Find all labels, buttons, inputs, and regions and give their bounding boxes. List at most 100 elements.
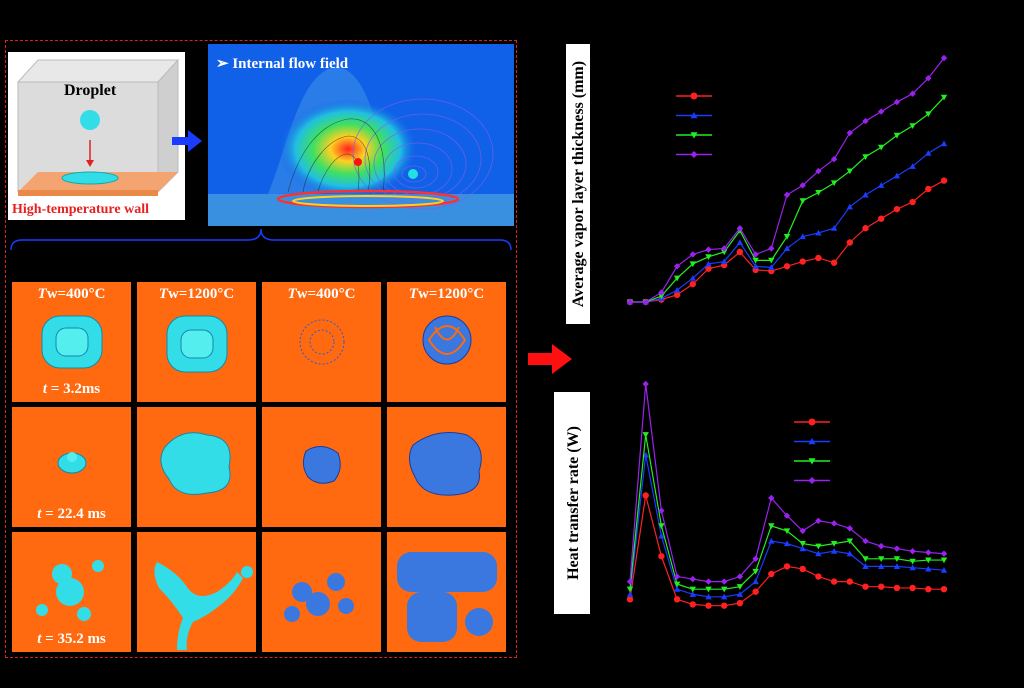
data-point xyxy=(673,275,681,282)
data-point xyxy=(799,541,806,547)
data-point xyxy=(925,150,932,156)
droplet-morphology xyxy=(302,446,341,484)
series-group xyxy=(626,54,948,306)
simulation-cell xyxy=(262,407,381,527)
data-point xyxy=(626,578,634,585)
data-point xyxy=(878,583,885,590)
data-point xyxy=(658,507,665,514)
data-point xyxy=(705,593,712,600)
droplet-sphere xyxy=(80,110,100,130)
data-point xyxy=(752,251,759,258)
time-value: = 22.4 ms xyxy=(41,506,106,522)
droplet-morphology xyxy=(36,560,104,621)
curly-brace-icon xyxy=(10,228,512,251)
data-point xyxy=(799,198,806,205)
temperature-value: w=1200°C xyxy=(167,286,235,302)
data-point xyxy=(878,108,885,115)
data-point xyxy=(846,168,853,175)
data-point xyxy=(768,245,775,252)
data-point xyxy=(909,584,916,592)
internal-flow-field-image: ➢ Internal flow field xyxy=(208,44,514,226)
data-point xyxy=(721,593,728,600)
data-point xyxy=(736,248,744,256)
data-point xyxy=(689,591,696,597)
data-point xyxy=(783,563,791,570)
data-point xyxy=(626,596,634,603)
data-point xyxy=(940,567,948,573)
data-point xyxy=(705,586,712,593)
data-point xyxy=(940,557,948,564)
data-point xyxy=(673,291,681,299)
row-label-time: t = 35.2 ms xyxy=(12,631,131,648)
data-point xyxy=(799,233,806,240)
y-axis-title: Heat transfer rate (W) xyxy=(565,426,582,580)
data-point xyxy=(925,586,932,593)
data-point xyxy=(736,584,744,590)
data-point xyxy=(893,556,901,562)
data-point xyxy=(721,249,728,256)
simulation-cell: Tw=400°C t = 3.2ms xyxy=(12,282,131,402)
data-point xyxy=(736,599,744,607)
flow-field-title: ➢ Internal flow field xyxy=(216,54,348,73)
data-point xyxy=(752,578,759,585)
data-point xyxy=(658,553,665,560)
schematic-drawing xyxy=(16,58,180,196)
row-label-time: t = 3.2ms xyxy=(12,381,131,398)
data-point xyxy=(768,570,775,578)
data-point xyxy=(862,563,869,569)
data-point xyxy=(736,239,744,246)
data-point xyxy=(690,151,698,158)
data-point xyxy=(830,520,838,527)
data-point xyxy=(658,293,665,300)
data-point xyxy=(909,548,916,555)
data-point xyxy=(878,144,885,151)
data-point xyxy=(752,568,759,575)
data-point xyxy=(752,257,759,264)
data-point xyxy=(673,581,681,588)
data-point xyxy=(925,557,932,564)
data-point xyxy=(909,558,916,565)
data-point xyxy=(752,588,759,595)
data-point xyxy=(689,274,696,281)
data-point xyxy=(642,380,649,388)
data-point xyxy=(909,90,916,97)
data-point xyxy=(705,246,712,253)
data-point xyxy=(909,123,916,130)
droplet-morphology xyxy=(57,452,87,474)
column-header-temperature: Tw=400°C xyxy=(12,286,131,303)
data-point xyxy=(940,586,948,593)
droplet-morphology xyxy=(166,315,228,373)
vapor-layer-thickness-chart: Average vapor layer thickness (mm) xyxy=(566,44,948,324)
data-point xyxy=(705,265,712,272)
data-point xyxy=(893,98,901,106)
data-point xyxy=(642,492,649,499)
data-point xyxy=(783,191,791,199)
data-point xyxy=(783,233,791,240)
data-point xyxy=(626,298,634,306)
y-axis-title-box xyxy=(554,392,590,614)
data-point xyxy=(893,132,901,139)
data-point xyxy=(909,198,916,206)
data-point xyxy=(673,596,681,603)
data-point xyxy=(815,543,822,550)
data-point xyxy=(893,563,901,569)
data-point xyxy=(736,225,744,232)
data-point xyxy=(830,259,838,266)
data-point xyxy=(862,537,869,545)
series-group xyxy=(626,380,948,609)
data-point xyxy=(846,578,853,585)
data-point xyxy=(768,523,775,530)
time-value: = 3.2ms xyxy=(47,381,101,397)
time-symbol: t xyxy=(37,631,42,647)
simulation-cell: Tw=1200°C xyxy=(137,282,256,402)
time-symbol: t xyxy=(37,506,42,522)
data-point xyxy=(925,185,932,193)
data-point xyxy=(721,586,728,593)
data-point xyxy=(752,263,759,269)
data-point xyxy=(893,584,901,592)
droplet-schematic: Droplet High-temperature wall xyxy=(8,52,185,220)
data-point xyxy=(815,167,822,175)
row-label-time: t = 22.4 ms xyxy=(12,506,131,523)
column-header-temperature: Tw=1200°C xyxy=(137,286,256,303)
data-point xyxy=(626,591,634,597)
